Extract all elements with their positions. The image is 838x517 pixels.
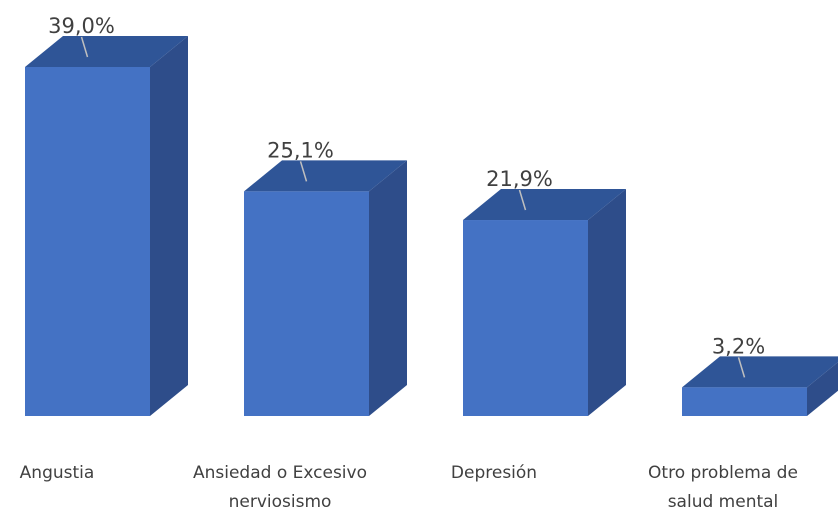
data-label: 3,2% (712, 334, 765, 358)
x-axis-label-line: Otro problema de (648, 463, 798, 483)
leader-line (737, 357, 746, 378)
bar-top-face (244, 160, 407, 192)
bar-side-face (369, 160, 407, 416)
leader-line (518, 189, 527, 211)
leader-line (299, 161, 308, 182)
x-axis-label: Otro problema de salud mental (648, 463, 798, 512)
bar-front-face (463, 220, 588, 416)
bar (463, 189, 626, 416)
bar-front-face (244, 191, 369, 416)
data-label: 21,9% (486, 167, 553, 191)
data-label: 25,1% (267, 138, 334, 162)
x-axis-label-line: Angustia (20, 463, 95, 483)
bar-top-face (25, 36, 188, 67)
x-axis-label-line: salud mental (668, 492, 779, 512)
bar-front-face (682, 387, 807, 416)
x-axis-label: Depresión (451, 463, 537, 483)
bar-side-face (150, 36, 188, 416)
bar-top-face (463, 189, 626, 221)
bar (244, 160, 407, 416)
data-label: 39,0% (48, 14, 115, 38)
leader-line (80, 36, 89, 58)
x-axis-label: Ansiedad o Excesivo nerviosismo (193, 463, 367, 512)
bar-side-face (588, 189, 626, 416)
x-axis-label-line: Depresión (451, 463, 537, 483)
leader-lines-layer (80, 36, 746, 378)
x-axis-label: Angustia (20, 463, 95, 483)
x-axis-label-line: Ansiedad o Excesivo (193, 463, 367, 483)
bar (682, 356, 838, 416)
bar-side-face (807, 362, 838, 416)
bar-top-face (682, 356, 838, 388)
bar-front-face (25, 67, 150, 416)
x-axis-labels-layer: Angustia Ansiedad o Excesivo nerviosismo De… (20, 463, 798, 512)
bars-layer (25, 36, 838, 416)
data-labels-layer: 39,0% 25,1% 21,9% 3,2% (48, 14, 765, 358)
x-axis-label-line: nerviosismo (229, 492, 332, 512)
bar (25, 36, 188, 416)
